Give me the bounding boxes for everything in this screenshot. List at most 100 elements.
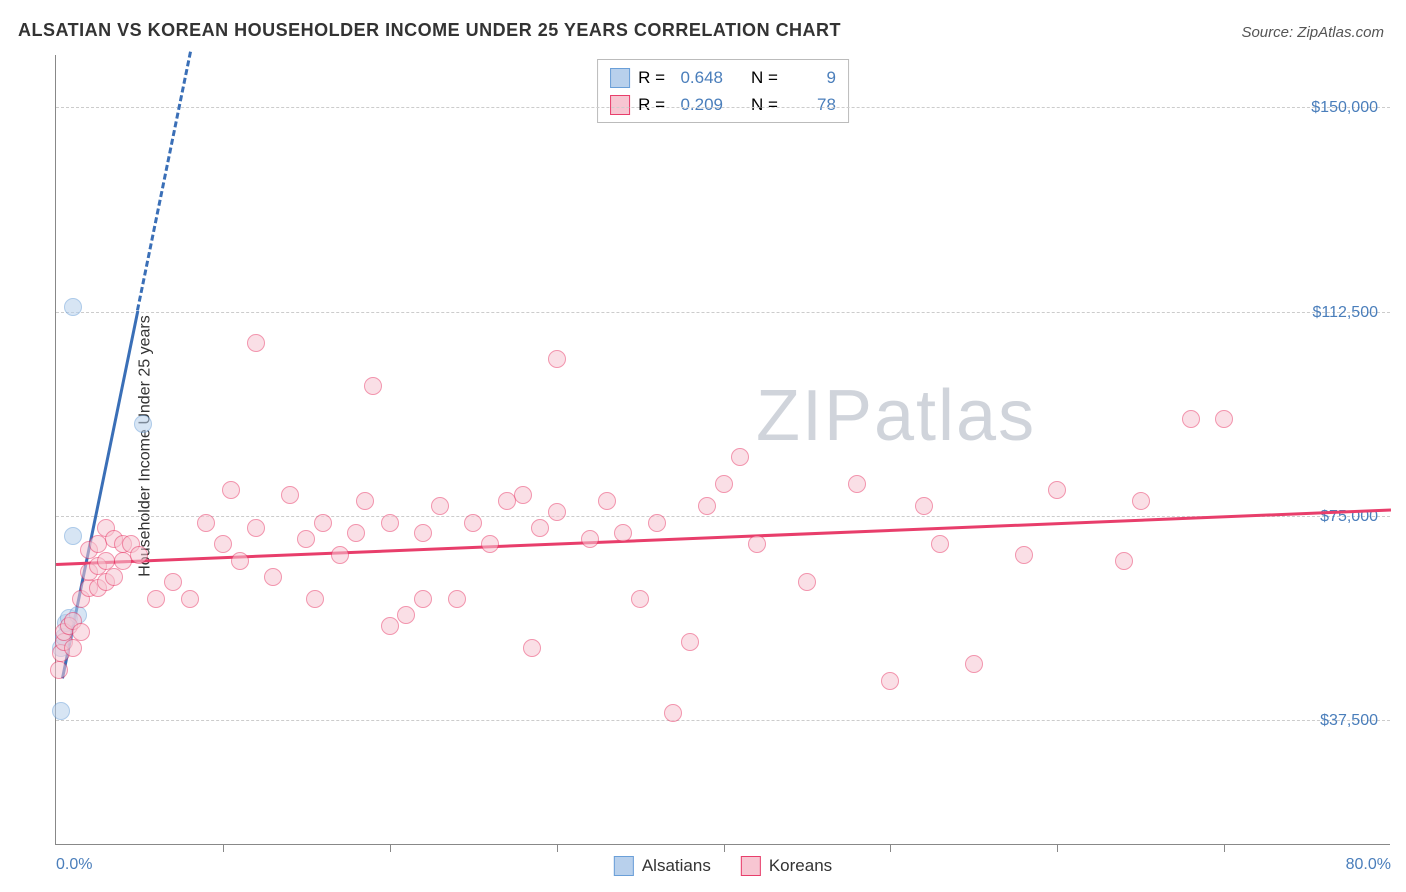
x-tick: [1057, 844, 1058, 852]
data-point: [598, 492, 616, 510]
y-tick-label: $112,500: [1312, 304, 1378, 322]
data-point: [514, 486, 532, 504]
data-point: [581, 530, 599, 548]
watermark: ZIPatlas: [756, 375, 1036, 457]
source-attribution: Source: ZipAtlas.com: [1241, 24, 1384, 41]
data-point: [147, 590, 165, 608]
data-point: [431, 497, 449, 515]
data-point: [247, 334, 265, 352]
data-point: [965, 655, 983, 673]
data-point: [314, 514, 332, 532]
data-point: [381, 617, 399, 635]
x-tick: [1224, 844, 1225, 852]
x-tick: [724, 844, 725, 852]
data-point: [648, 514, 666, 532]
data-point: [181, 590, 199, 608]
data-point: [681, 633, 699, 651]
data-point: [715, 475, 733, 493]
data-point: [414, 524, 432, 542]
data-point: [548, 503, 566, 521]
legend-swatch: [741, 856, 761, 876]
gridline: [56, 107, 1390, 108]
data-point: [1182, 410, 1200, 428]
data-point: [231, 552, 249, 570]
data-point: [347, 524, 365, 542]
data-point: [931, 535, 949, 553]
data-point: [915, 497, 933, 515]
data-point: [247, 519, 265, 537]
data-point: [50, 661, 68, 679]
data-point: [381, 514, 399, 532]
data-point: [114, 552, 132, 570]
data-point: [397, 606, 415, 624]
data-point: [97, 552, 115, 570]
legend-row: R =0.209N =78: [610, 91, 836, 118]
data-point: [414, 590, 432, 608]
legend-item: Alsatians: [614, 856, 711, 876]
data-point: [531, 519, 549, 537]
data-point: [64, 298, 82, 316]
data-point: [64, 639, 82, 657]
data-point: [52, 702, 70, 720]
data-point: [130, 546, 148, 564]
data-point: [731, 448, 749, 466]
legend-label: Alsatians: [642, 856, 711, 876]
data-point: [848, 475, 866, 493]
data-point: [72, 623, 90, 641]
n-label: N =: [751, 91, 778, 118]
n-label: N =: [751, 64, 778, 91]
data-point: [214, 535, 232, 553]
n-value: 78: [786, 91, 836, 118]
legend-swatch: [610, 95, 630, 115]
data-point: [523, 639, 541, 657]
data-point: [664, 704, 682, 722]
correlation-legend: R =0.648N =9R =0.209N =78: [597, 59, 849, 123]
legend-row: R =0.648N =9: [610, 64, 836, 91]
data-point: [698, 497, 716, 515]
x-axis-label: 80.0%: [1346, 856, 1391, 874]
data-point: [881, 672, 899, 690]
series-legend: Alsatians Koreans: [614, 856, 832, 876]
data-point: [798, 573, 816, 591]
y-tick-label: $150,000: [1311, 99, 1378, 117]
x-tick: [557, 844, 558, 852]
data-point: [281, 486, 299, 504]
data-point: [448, 590, 466, 608]
y-tick-label: $37,500: [1320, 712, 1378, 730]
data-point: [89, 535, 107, 553]
chart-title: ALSATIAN VS KOREAN HOUSEHOLDER INCOME UN…: [18, 20, 841, 41]
data-point: [614, 524, 632, 542]
data-point: [548, 350, 566, 368]
data-point: [1015, 546, 1033, 564]
data-point: [481, 535, 499, 553]
data-point: [222, 481, 240, 499]
data-point: [264, 568, 282, 586]
trend-line: [56, 509, 1391, 566]
data-point: [297, 530, 315, 548]
gridline: [56, 312, 1390, 313]
legend-swatch: [610, 68, 630, 88]
r-label: R =: [638, 64, 665, 91]
data-point: [464, 514, 482, 532]
legend-label: Koreans: [769, 856, 832, 876]
data-point: [1048, 481, 1066, 499]
x-axis-label: 0.0%: [56, 856, 92, 874]
trend-line: [136, 51, 192, 310]
r-label: R =: [638, 91, 665, 118]
data-point: [498, 492, 516, 510]
gridline: [56, 720, 1390, 721]
data-point: [306, 590, 324, 608]
data-point: [364, 377, 382, 395]
plot-area: ZIPatlas R =0.648N =9R =0.209N =78 Alsat…: [55, 55, 1390, 845]
data-point: [1215, 410, 1233, 428]
data-point: [105, 568, 123, 586]
x-tick: [890, 844, 891, 852]
data-point: [197, 514, 215, 532]
data-point: [748, 535, 766, 553]
data-point: [164, 573, 182, 591]
chart-container: ALSATIAN VS KOREAN HOUSEHOLDER INCOME UN…: [0, 0, 1406, 892]
x-tick: [390, 844, 391, 852]
data-point: [1115, 552, 1133, 570]
legend-item: Koreans: [741, 856, 832, 876]
r-value: 0.648: [673, 64, 723, 91]
